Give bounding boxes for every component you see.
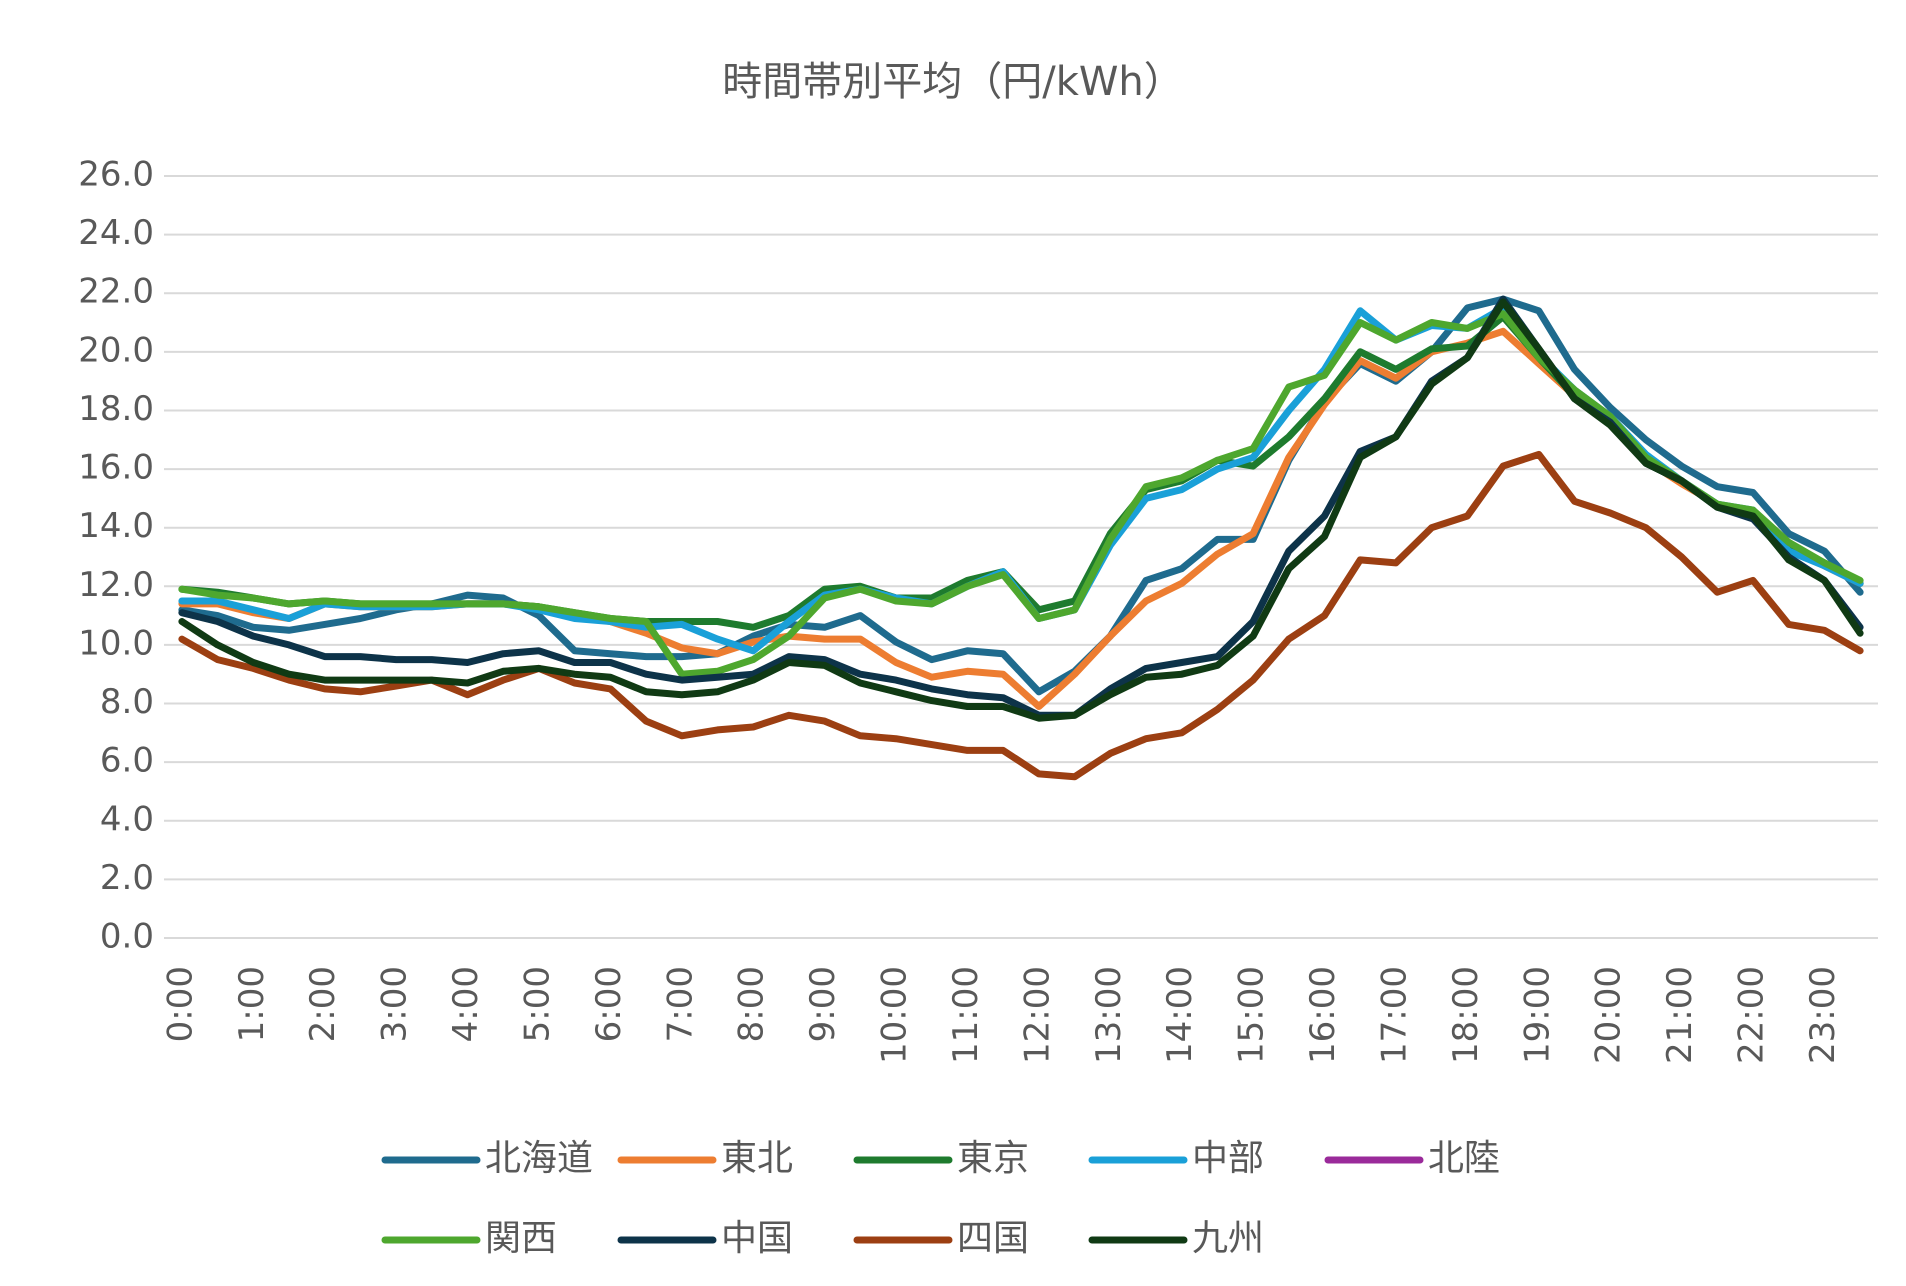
x-tick-label: 12:00: [1017, 966, 1057, 1064]
x-tick-label: 21:00: [1660, 966, 1700, 1064]
x-tick-label: 9:00: [803, 966, 843, 1042]
x-tick-label: 20:00: [1589, 966, 1629, 1064]
y-tick-label: 0.0: [100, 917, 154, 957]
legend-label: 東京: [957, 1138, 1029, 1179]
y-tick-label: 24.0: [78, 213, 154, 253]
x-tick-label: 1:00: [232, 966, 272, 1042]
x-tick-label: 10:00: [875, 966, 915, 1064]
y-tick-label: 18.0: [78, 389, 154, 429]
y-tick-label: 4.0: [100, 799, 154, 839]
x-tick-label: 4:00: [446, 966, 486, 1042]
y-tick-label: 22.0: [78, 272, 154, 312]
series-line: [178, 295, 1864, 696]
x-tick-label: 15:00: [1232, 966, 1272, 1064]
y-tick-label: 14.0: [78, 506, 154, 546]
x-tick-label: 2:00: [303, 966, 343, 1042]
legend-label: 北海道: [485, 1138, 593, 1179]
legend-label: 北陸: [1428, 1138, 1500, 1179]
y-tick-label: 6.0: [100, 741, 154, 781]
series-line: [178, 298, 1864, 722]
x-tick-label: 23:00: [1803, 966, 1843, 1064]
x-tick-label: 6:00: [589, 966, 629, 1042]
x-tick-label: 11:00: [946, 966, 986, 1064]
chart-title: 時間帯別平均（円/kWh）: [722, 59, 1184, 105]
y-tick-label: 8.0: [100, 682, 154, 722]
series-line: [178, 310, 1864, 678]
y-tick-label: 10.0: [78, 623, 154, 663]
legend-label: 四国: [957, 1218, 1029, 1259]
x-tick-label: 19:00: [1517, 966, 1557, 1064]
x-tick-label: 17:00: [1374, 966, 1414, 1064]
x-tick-label: 14:00: [1160, 966, 1200, 1064]
series-line: [178, 450, 1864, 781]
series-line: [178, 295, 1864, 719]
y-tick-label: 16.0: [78, 448, 154, 488]
series-line: [178, 327, 1864, 710]
y-tick-label: 12.0: [78, 565, 154, 605]
legend-label: 中部: [1192, 1138, 1264, 1179]
x-tick-label: 7:00: [660, 966, 700, 1042]
x-tick-label: 3:00: [375, 966, 415, 1042]
legend-label: 関西: [485, 1218, 557, 1259]
x-tick-label: 5:00: [517, 966, 557, 1042]
x-tick-label: 16:00: [1303, 966, 1343, 1064]
x-tick-label: 18:00: [1446, 966, 1486, 1064]
x-tick-label: 0:00: [160, 966, 200, 1042]
x-tick-label: 8:00: [732, 966, 772, 1042]
x-tick-label: 13:00: [1089, 966, 1129, 1064]
y-tick-label: 26.0: [78, 155, 154, 195]
legend-label: 中国: [721, 1218, 793, 1259]
legend-label: 九州: [1192, 1218, 1264, 1259]
y-tick-label: 2.0: [100, 858, 154, 898]
series-line: [178, 313, 1864, 631]
x-tick-label: 22:00: [1732, 966, 1772, 1064]
y-tick-label: 20.0: [78, 330, 154, 370]
legend-label: 東北: [721, 1138, 793, 1179]
